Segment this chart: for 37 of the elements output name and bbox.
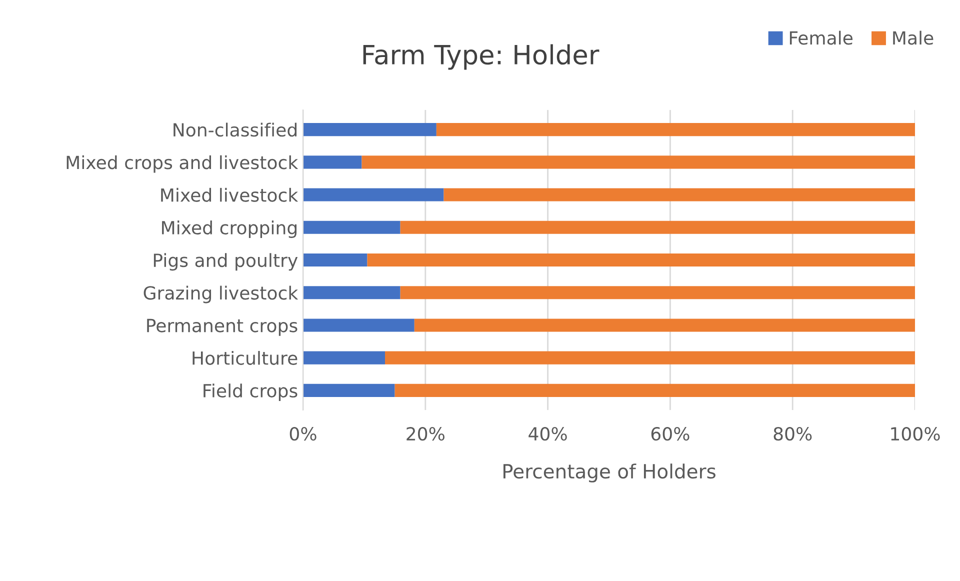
y-tick-label: Pigs and poultry: [154, 253, 298, 271]
bar: [400, 220, 915, 234]
y-tick-label: Mixed livestock: [161, 188, 298, 202]
y-tick-label: Non-classified: [174, 122, 296, 137]
y-tick-label: Field crops: [204, 384, 298, 402]
y-tick-label: Permanent crops: [147, 318, 298, 336]
chart-title: Farm Type: Holder: [363, 44, 600, 70]
bar: [414, 318, 915, 332]
bar: [303, 188, 444, 202]
x-tick-label: 0%: [290, 426, 316, 441]
bar: [303, 253, 368, 267]
x-tick-label: 60%: [651, 426, 690, 441]
bar: [303, 286, 400, 300]
bar: [385, 351, 915, 364]
y-tick-label: Horticulture: [192, 350, 298, 365]
bar: [303, 318, 414, 332]
y-tick-label: Mixed cropping: [162, 220, 296, 238]
x-axis-title: Percentage of Holders: [503, 464, 716, 482]
legend-label: Male: [893, 30, 934, 45]
legend-label: Female: [790, 30, 853, 45]
x-tick-label: 40%: [528, 426, 567, 441]
bar: [367, 253, 915, 267]
bar: [362, 156, 915, 169]
y-tick-label: Mixed crops and livestock: [66, 155, 298, 173]
x-tick-label: 80%: [774, 426, 812, 441]
bar: [400, 286, 915, 300]
bar: [444, 188, 915, 202]
bar: [303, 123, 436, 136]
bar: [303, 156, 362, 169]
y-tick-label: Grazing livestock: [144, 286, 298, 304]
bar: [303, 384, 395, 397]
x-tick-label: 20%: [406, 426, 444, 441]
bar: [303, 220, 400, 234]
bar: [394, 384, 915, 397]
bar: [303, 351, 386, 364]
bar: [436, 123, 915, 136]
x-tick-label: 100%: [891, 426, 940, 441]
